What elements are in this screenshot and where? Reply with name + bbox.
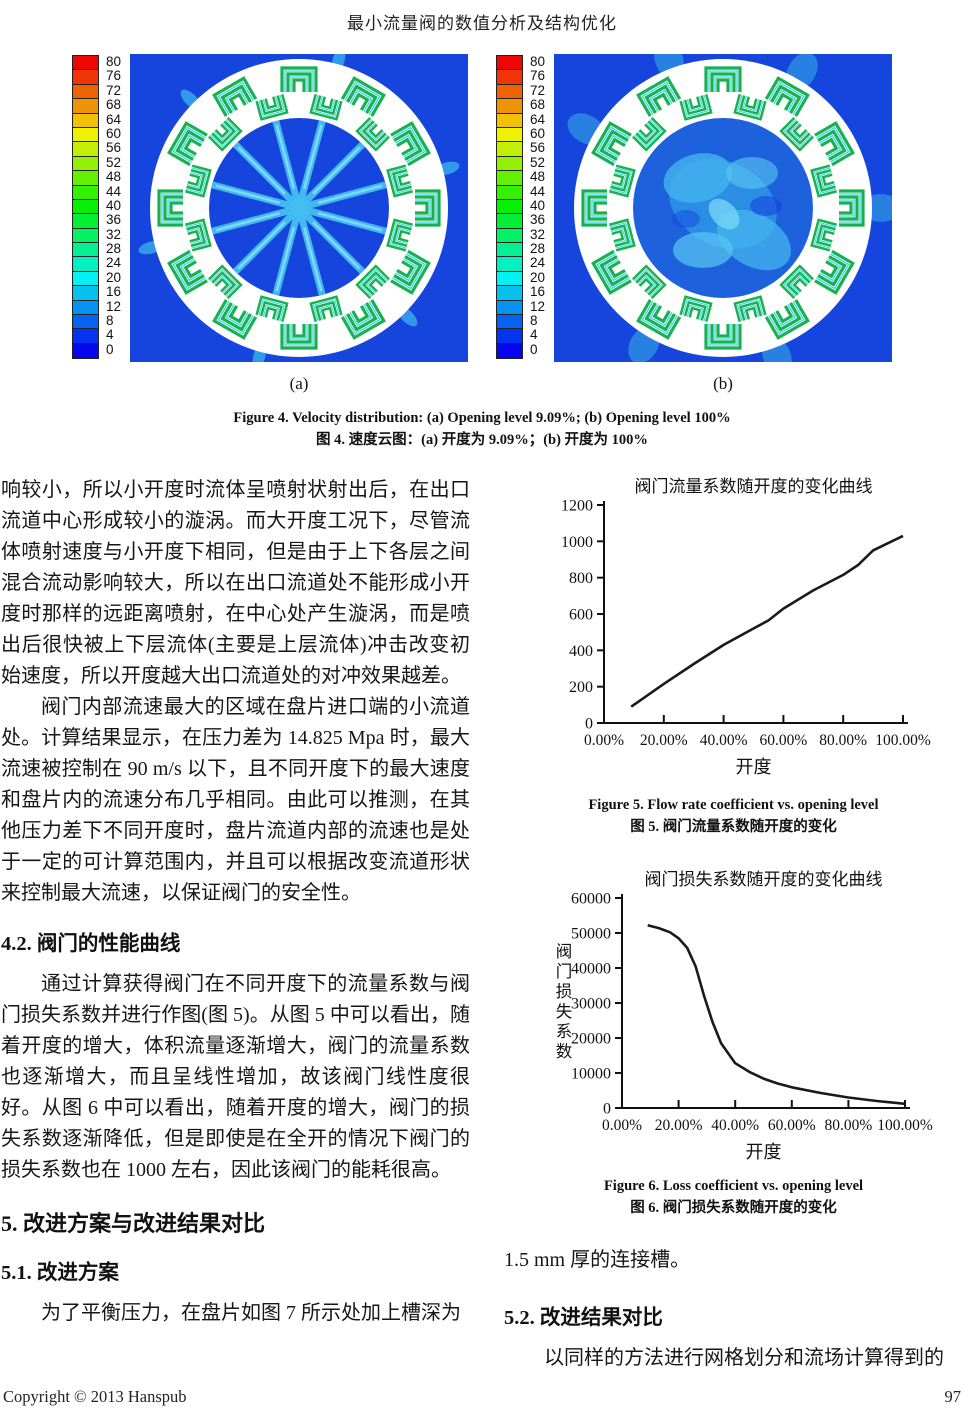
svg-text:20000: 20000 xyxy=(571,1031,611,1048)
svg-text:20.00%: 20.00% xyxy=(640,732,688,749)
svg-text:阀门损失系数随开度的变化曲线: 阀门损失系数随开度的变化曲线 xyxy=(645,870,883,889)
subfigure-a: 80 76 72 68 64 60 56 52 48 44 40 36 32 28 24 20 16 12 8 4 0 … xyxy=(71,47,468,394)
figure5-caption-en: Figure 5. Flow rate coefficient vs. open… xyxy=(588,797,879,813)
left-column: 响较小，所以小开度时流体呈喷射状射出后，在出口流道中心形成较小的漩涡。而大开度工… xyxy=(1,475,470,1374)
svg-text:门: 门 xyxy=(556,962,573,981)
svg-text:10000: 10000 xyxy=(571,1066,611,1083)
svg-text:1200: 1200 xyxy=(561,498,593,515)
body-paragraph: 1.5 mm 厚的连接槽。 xyxy=(504,1249,691,1271)
svg-text:阀门流量系数随开度的变化曲线: 阀门流量系数随开度的变化曲线 xyxy=(635,477,873,496)
section-heading-5: 5. 改进方案与改进结果对比 xyxy=(1,1211,266,1236)
svg-text:0: 0 xyxy=(585,716,593,733)
figure6-caption: Figure 6. Loss coefficient vs. opening l… xyxy=(504,1175,963,1219)
subfigure-b-label: (b) xyxy=(713,374,733,393)
svg-text:600: 600 xyxy=(569,607,593,624)
figure4-caption: Figure 4. Velocity distribution: (a) Ope… xyxy=(0,407,964,451)
svg-text:40.00%: 40.00% xyxy=(711,1117,759,1134)
svg-text:60000: 60000 xyxy=(571,891,611,908)
svg-text:40000: 40000 xyxy=(571,961,611,978)
svg-text:40.00%: 40.00% xyxy=(700,732,748,749)
body-paragraph: 以同样的方法进行网格划分和流场计算得到的 xyxy=(544,1347,944,1369)
svg-text:30000: 30000 xyxy=(571,996,611,1013)
figure5-caption: Figure 5. Flow rate coefficient vs. open… xyxy=(504,794,963,838)
figure4-caption-zh: 图 4. 速度云图：(a) 开度为 9.09%；(b) 开度为 100% xyxy=(316,432,648,448)
svg-text:50000: 50000 xyxy=(571,926,611,943)
svg-text:数: 数 xyxy=(556,1042,573,1061)
page-footer: Copyright © 2013 Hanspub 97 xyxy=(0,1387,964,1407)
svg-text:100.00%: 100.00% xyxy=(877,1117,933,1134)
flow-rate-coefficient-chart: 阀门流量系数随开度的变化曲线 0 200 400 600 800 1000 1200 0.00%… xyxy=(504,475,963,788)
velocity-colorbar-a: 80 76 72 68 64 60 56 52 48 44 40 36 32 28 24 20 16 12 8 4 0 xyxy=(71,54,121,360)
right-column: 阀门流量系数随开度的变化曲线 0 200 400 600 800 1000 1200 0.00%… xyxy=(504,475,963,1374)
svg-text:100.00%: 100.00% xyxy=(875,732,931,749)
svg-text:失: 失 xyxy=(556,1002,573,1021)
body-paragraph: 通过计算获得阀门在不同开度下的流量系数与阀门损失系数并进行作图(图 5)。从图 … xyxy=(1,973,470,1181)
svg-text:200: 200 xyxy=(569,679,593,696)
velocity-contour-b xyxy=(554,40,902,376)
svg-text:开度: 开度 xyxy=(736,757,772,777)
svg-text:0.00%: 0.00% xyxy=(584,732,624,749)
body-columns: 响较小，所以小开度时流体呈喷射状射出后，在出口流道中心形成较小的漩涡。而大开度工… xyxy=(0,475,964,1374)
svg-text:60.00%: 60.00% xyxy=(760,732,808,749)
velocity-contour-a xyxy=(130,47,468,369)
svg-text:0: 0 xyxy=(603,1101,611,1118)
svg-text:20.00%: 20.00% xyxy=(655,1117,703,1134)
svg-text:0.00%: 0.00% xyxy=(602,1117,642,1134)
svg-text:损: 损 xyxy=(556,982,573,1001)
loss-coefficient-chart: 阀门损失系数随开度的变化曲线 0 10000 20000 30000 40000 50000… xyxy=(504,868,963,1169)
figure6-caption-en: Figure 6. Loss coefficient vs. opening l… xyxy=(603,1178,864,1194)
figure4: 80 76 72 68 64 60 56 52 48 44 40 36 32 28 24 20 16 12 8 4 0 … xyxy=(0,40,964,394)
svg-text:1000: 1000 xyxy=(561,534,593,551)
section-heading-4-2: 4.2. 阀门的性能曲线 xyxy=(1,933,181,955)
subfigure-a-label: (a) xyxy=(289,374,309,393)
subfigure-b: 80 76 72 68 64 60 56 52 48 44 40 36 32 28 24 20 16 12 8 4 0 … xyxy=(496,40,902,394)
footer-copyright: Copyright © 2013 Hanspub xyxy=(3,1387,187,1406)
figure5-caption-zh: 图 5. 阀门流量系数随开度的变化 xyxy=(630,819,837,835)
svg-text:800: 800 xyxy=(569,570,593,587)
svg-text:80.00%: 80.00% xyxy=(819,732,867,749)
body-paragraph: 阀门内部流速最大的区域在盘片进口端的小流道处。计算结果显示，在压力差为 14.8… xyxy=(1,696,470,904)
body-paragraph: 为了平衡压力，在盘片如图 7 所示处加上槽深为 xyxy=(41,1302,461,1324)
svg-text:阀: 阀 xyxy=(556,942,573,961)
figure6-caption-zh: 图 6. 阀门损失系数随开度的变化 xyxy=(630,1200,837,1216)
velocity-colorbar-b: 80 76 72 68 64 60 56 52 48 44 40 36 32 28 24 20 16 12 8 4 0 xyxy=(496,54,545,360)
page-header-title: 最小流量阀的数值分析及结构优化 xyxy=(347,14,617,33)
section-heading-5-2: 5.2. 改进结果对比 xyxy=(504,1307,663,1329)
svg-text:60.00%: 60.00% xyxy=(768,1117,816,1134)
svg-text:系: 系 xyxy=(556,1022,573,1041)
body-paragraph: 响较小，所以小开度时流体呈喷射状射出后，在出口流道中心形成较小的漩涡。而大开度工… xyxy=(1,479,470,687)
section-heading-5-1: 5.1. 改进方案 xyxy=(1,1262,119,1284)
figure4-caption-en: Figure 4. Velocity distribution: (a) Ope… xyxy=(233,410,731,426)
svg-text:80.00%: 80.00% xyxy=(825,1117,873,1134)
svg-text:开度: 开度 xyxy=(746,1142,782,1162)
svg-text:400: 400 xyxy=(569,643,593,660)
page-number: 97 xyxy=(944,1387,962,1406)
